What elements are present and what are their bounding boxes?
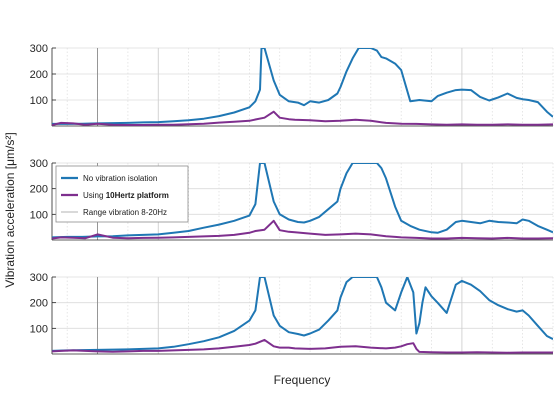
chart-panel-1: 100 200 300	[30, 43, 554, 127]
series-no-isolation	[52, 163, 553, 239]
legend-entry: Using 10Hertz platform	[83, 191, 169, 200]
y-tick-label: 200	[30, 184, 48, 196]
y-tick-label: 100	[30, 209, 48, 221]
legend-entry: No vibration isolation	[83, 174, 157, 183]
chart-panels: 100 200 300 100 200 300 100 200 300	[30, 43, 554, 355]
series-no-isolation	[52, 48, 553, 125]
series-10hertz-platform	[52, 338, 553, 354]
y-tick-label: 200	[30, 69, 48, 81]
legend-entry-text: No vibration isolation	[83, 174, 157, 183]
y-axis-label: Vibration acceleration [μm/s²]	[3, 132, 17, 287]
y-tick-label: 300	[30, 272, 48, 284]
y-tick-label: 300	[30, 43, 48, 55]
y-tick-label: 100	[30, 95, 48, 107]
y-tick-label: 100	[30, 323, 48, 335]
x-axis-label: Frequency	[274, 373, 331, 387]
legend: No vibration isolation Using 10Hertz plat…	[55, 165, 189, 223]
legend-entry-text: 10Hertz platform	[106, 191, 169, 200]
series-10hertz-platform	[52, 110, 553, 126]
legend-entry-text: Using	[83, 191, 106, 200]
legend-entry: Range vibration 8-20Hz	[83, 208, 167, 217]
legend-entry-text: Range vibration 8-20Hz	[83, 208, 167, 217]
y-tick-label: 300	[30, 158, 48, 170]
y-tick-label: 200	[30, 298, 48, 310]
chart-panel-3: 100 200 300	[30, 272, 554, 355]
series-no-isolation	[52, 277, 553, 352]
series-10hertz-platform	[52, 219, 553, 240]
